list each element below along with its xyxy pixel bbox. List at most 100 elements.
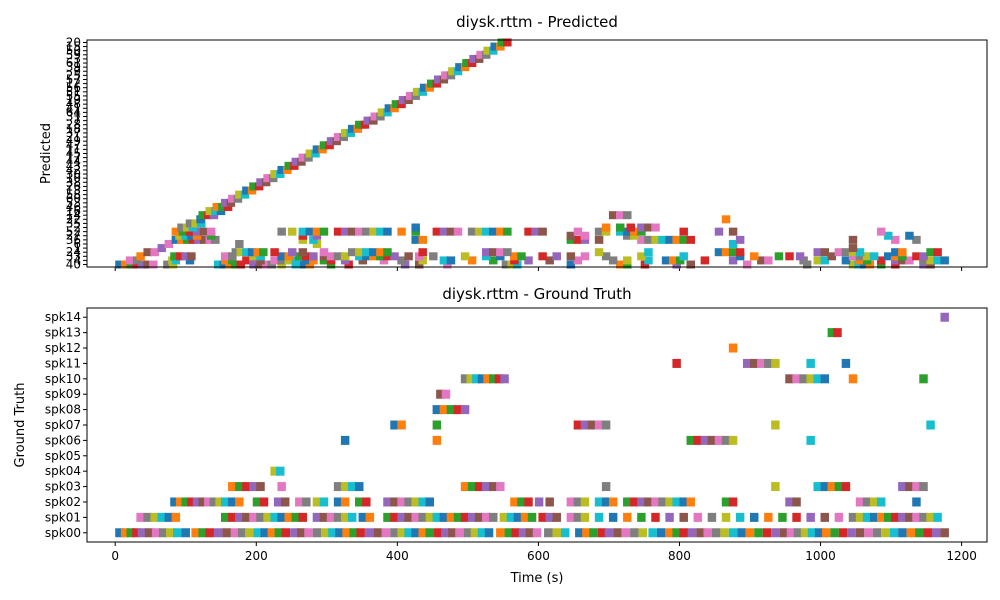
speech-segment (270, 466, 279, 476)
speech-segment (414, 260, 424, 269)
speech-segment (915, 528, 924, 538)
speech-segment (700, 256, 710, 265)
speech-segment (211, 207, 220, 216)
speech-segment (383, 512, 392, 522)
speech-segment (891, 260, 900, 269)
speech-segment (411, 227, 420, 236)
speech-segment (940, 256, 949, 265)
speech-segment (347, 248, 357, 257)
speech-segment (524, 227, 533, 236)
speech-segment (383, 497, 392, 507)
x-axis-label: Time (s) (510, 571, 564, 586)
speech-segment (446, 71, 456, 80)
speech-segment (601, 252, 611, 261)
speech-segment (891, 248, 900, 257)
speech-segment (453, 227, 463, 236)
y-tick-label: spk13 (45, 326, 81, 340)
speech-segment (686, 435, 695, 445)
speech-segment (728, 239, 738, 248)
speech-segment (700, 435, 710, 445)
speech-segment (304, 153, 313, 162)
speech-segment (353, 124, 363, 133)
speech-segment (696, 528, 705, 538)
speech-segment (418, 87, 427, 96)
speech-segment (391, 100, 401, 109)
y-tick-label: 64 (66, 105, 81, 119)
speech-segment (665, 528, 674, 538)
speech-segment (381, 528, 391, 538)
speech-segment (855, 248, 865, 257)
speech-segment (443, 260, 452, 269)
speech-segment (288, 248, 297, 257)
x-tick-label: 1200 (946, 549, 977, 563)
speech-segment (305, 149, 315, 158)
speech-segment (247, 186, 257, 195)
speech-segment (490, 42, 499, 51)
speech-segment (305, 260, 315, 269)
speech-segment (260, 528, 269, 538)
y-tick-label: 50 (66, 44, 81, 58)
speech-segment (648, 528, 657, 538)
speech-segment (608, 256, 618, 265)
speech-segment (580, 420, 590, 430)
speech-segment (771, 482, 780, 492)
speech-segment (833, 328, 842, 338)
speech-segment (834, 248, 844, 257)
speech-segment (321, 528, 330, 538)
speech-segment (235, 497, 244, 507)
speech-segment (425, 528, 435, 538)
speech-segment (165, 528, 175, 538)
speech-segment (573, 256, 583, 265)
speech-segment (799, 256, 808, 265)
speech-segment (460, 482, 470, 492)
speech-segment (312, 497, 322, 507)
speech-segment (340, 128, 350, 137)
speech-segment (188, 223, 198, 232)
speech-segment (418, 248, 427, 257)
speech-segment (297, 157, 306, 166)
speech-segment (566, 512, 576, 522)
speech-segment (608, 497, 618, 507)
speech-segment (623, 256, 632, 265)
speech-segment (319, 512, 329, 522)
speech-segment (848, 374, 858, 384)
speech-segment (524, 497, 533, 507)
speech-segment (881, 528, 890, 538)
y-tick-label: 51 (66, 85, 81, 99)
speech-segment (750, 252, 759, 261)
speech-segment (891, 252, 900, 261)
ground-truth-ticks: 0 200 400 600 800 1000 1200spk00spk01spk02spk0… (45, 310, 977, 563)
speech-segment (630, 497, 639, 507)
speech-segment (792, 512, 801, 522)
y-tick-label: spk09 (45, 387, 81, 401)
speech-segment (679, 235, 688, 244)
predicted-panel: diysk.rttm - Predicted Predicted 4043324… (39, 13, 988, 272)
speech-segment (841, 248, 851, 257)
speech-segment (206, 227, 216, 236)
speech-segment (764, 256, 773, 265)
ground-truth-y-axis-label: Ground Truth (13, 383, 28, 468)
x-tick-label: 400 (386, 549, 409, 563)
speech-segment (855, 497, 865, 507)
speech-segment (834, 482, 844, 492)
speech-segment (240, 190, 250, 199)
speech-segment (397, 528, 406, 538)
speech-segment (228, 482, 237, 492)
speech-segment (785, 497, 794, 507)
speech-segment (404, 497, 413, 507)
speech-segment (658, 497, 667, 507)
speech-segment (249, 482, 258, 492)
speech-segment (373, 528, 382, 538)
speech-segment (771, 528, 780, 538)
y-tick-label: 33 (66, 249, 81, 263)
speech-segment (735, 252, 745, 261)
speech-segment (820, 256, 830, 265)
speech-segment (312, 239, 322, 248)
speech-segment (439, 256, 449, 265)
speech-segment (199, 235, 209, 244)
speech-segment (489, 512, 498, 522)
speech-segment (346, 128, 356, 137)
speech-segment (411, 91, 420, 100)
speech-segment (277, 165, 286, 174)
